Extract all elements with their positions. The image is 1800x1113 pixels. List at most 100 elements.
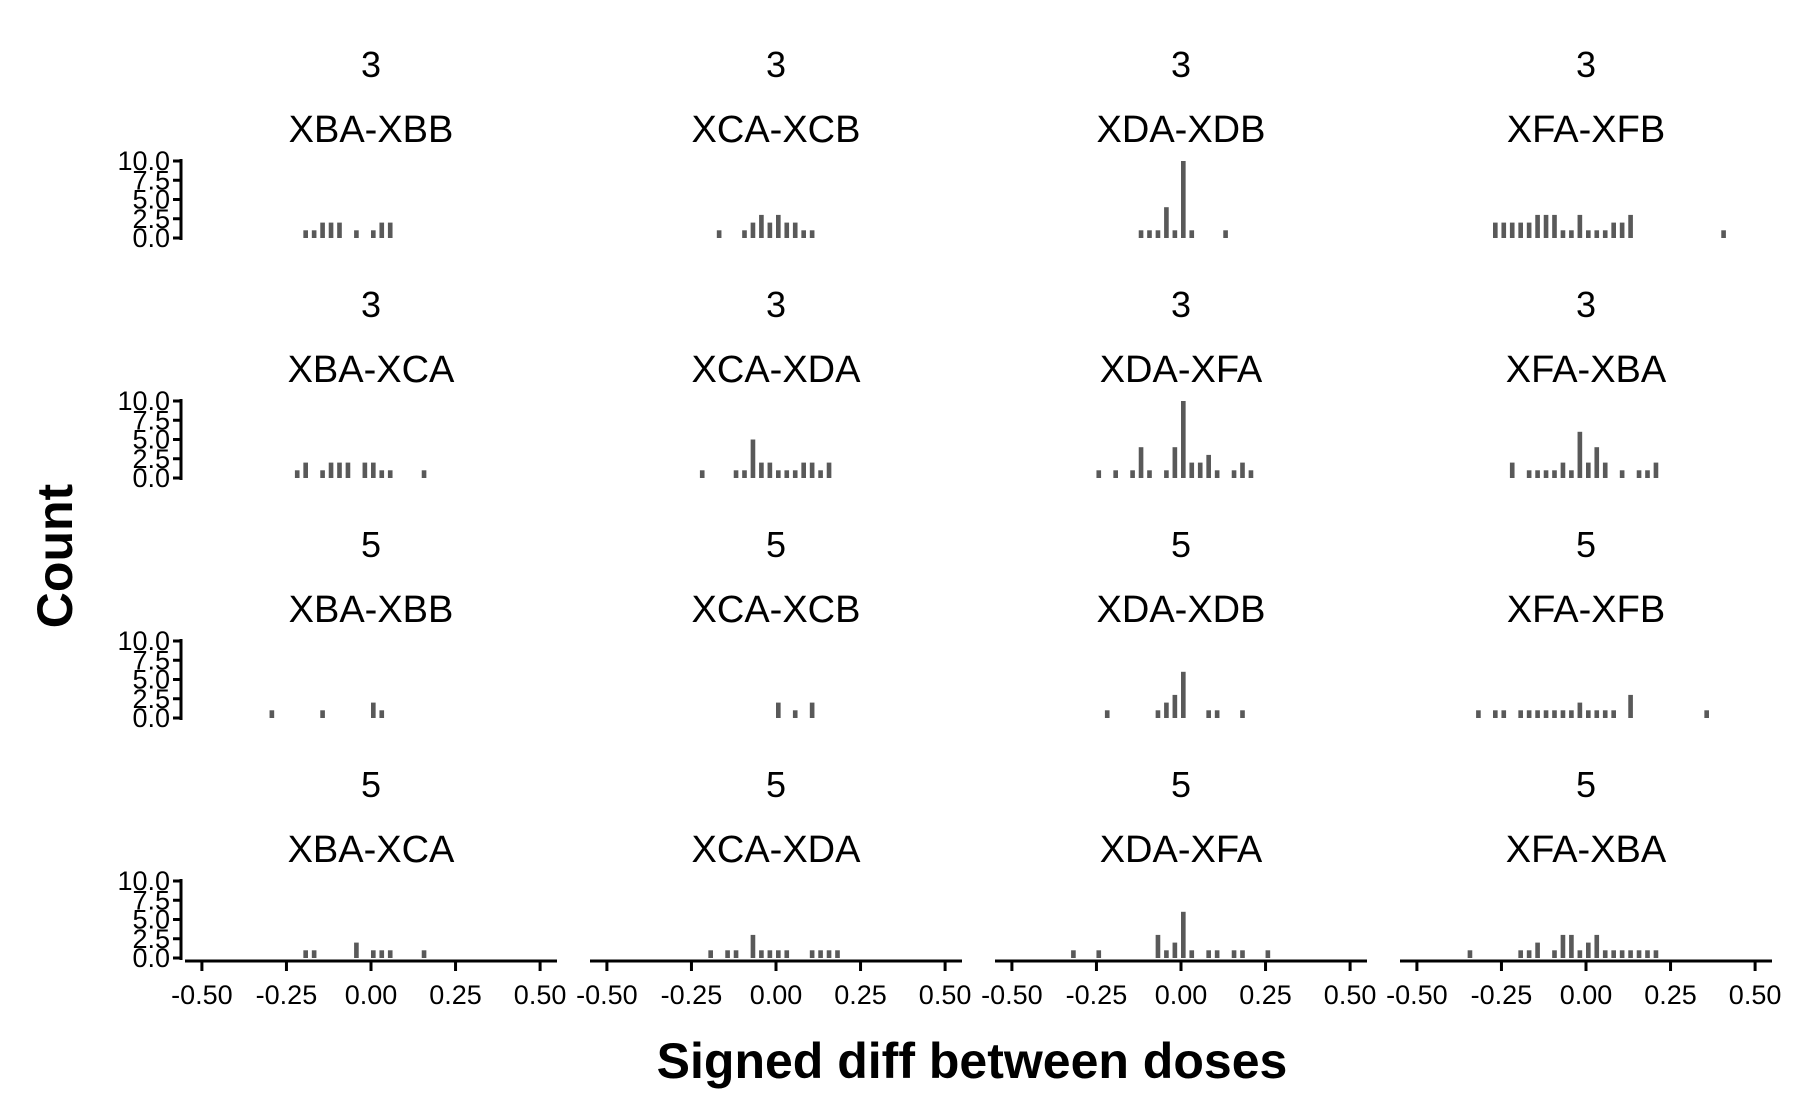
histogram-bar bbox=[371, 462, 376, 478]
histogram-bar bbox=[1535, 214, 1540, 238]
facet-dose-label: 5 bbox=[766, 524, 786, 565]
facet-dose-label: 3 bbox=[766, 44, 786, 85]
histogram-bar bbox=[1138, 230, 1144, 238]
histogram-bar bbox=[1501, 710, 1507, 718]
histogram-bar bbox=[1172, 230, 1178, 238]
facet-dose-label: 3 bbox=[361, 284, 381, 325]
histogram-bar bbox=[1602, 230, 1608, 238]
histogram-bar bbox=[1189, 230, 1195, 238]
facet-panels: 3XBA-XBB0.02.55.07.510.03XCA-XCB3XDA-XDB… bbox=[117, 44, 1781, 1010]
histogram-bar bbox=[792, 222, 798, 238]
histogram-bar bbox=[742, 230, 747, 238]
facet-comparison-label: XDA-XFA bbox=[1100, 829, 1263, 871]
x-tick-label: 0.50 bbox=[919, 980, 972, 1010]
y-tick-label: 5.0 bbox=[132, 905, 170, 935]
histogram-bar bbox=[1172, 942, 1178, 958]
histogram-bar bbox=[1619, 222, 1625, 238]
histogram-bar bbox=[387, 222, 393, 238]
facet-dose-label: 5 bbox=[766, 764, 786, 805]
x-tick-label: -0.50 bbox=[1386, 980, 1448, 1010]
histogram-bar bbox=[1535, 710, 1540, 718]
histogram-bar bbox=[1223, 230, 1228, 238]
histogram-bar bbox=[1611, 950, 1616, 958]
histogram-bar bbox=[1509, 462, 1515, 478]
histogram-bar bbox=[1619, 470, 1625, 478]
histogram-bar bbox=[1594, 710, 1600, 718]
histogram-bar bbox=[303, 230, 308, 238]
x-tick-label: 0.25 bbox=[834, 980, 887, 1010]
histogram-bar bbox=[1552, 470, 1557, 478]
histogram-bar bbox=[809, 230, 815, 238]
x-tick-label: -0.50 bbox=[576, 980, 638, 1010]
histogram-bar bbox=[750, 934, 756, 958]
histogram-bar bbox=[767, 222, 773, 238]
histogram-bar bbox=[1560, 230, 1566, 238]
histogram-bar bbox=[1526, 710, 1532, 718]
histogram-bar bbox=[1577, 950, 1583, 958]
histogram-bar bbox=[371, 230, 376, 238]
histogram-bar bbox=[1653, 950, 1659, 958]
histogram-bar bbox=[1189, 462, 1195, 478]
histogram-bar bbox=[1552, 950, 1557, 958]
histogram-bar bbox=[1206, 950, 1211, 958]
histogram-bar bbox=[1552, 214, 1557, 238]
x-tick-label: 0.00 bbox=[1155, 980, 1208, 1010]
histogram-bar bbox=[759, 950, 764, 958]
histogram-bar bbox=[1543, 470, 1549, 478]
histogram-bar bbox=[1602, 462, 1608, 478]
histogram-bar bbox=[826, 950, 832, 958]
facet-panel: 3 XDA-XFA bbox=[1096, 284, 1263, 478]
y-tick-label: 0.0 bbox=[132, 463, 170, 493]
histogram-bar bbox=[776, 214, 781, 238]
histogram-bar bbox=[1526, 470, 1532, 478]
facet-dose-label: 5 bbox=[1171, 764, 1191, 805]
facet-comparison-label: XBA-XBB bbox=[289, 109, 454, 151]
facet-panel: 5 XFA-XFB bbox=[1476, 524, 1709, 718]
histogram-bar bbox=[1569, 934, 1574, 958]
facet-comparison-label: XBA-XCA bbox=[288, 829, 455, 871]
facet-comparison-label: XFA-XFB bbox=[1507, 109, 1665, 151]
histogram-bar bbox=[1569, 710, 1574, 718]
facet-comparison-label: XBA-XBB bbox=[289, 589, 454, 631]
y-tick-label: 5.0 bbox=[132, 665, 170, 695]
histogram-bar bbox=[1155, 934, 1161, 958]
histogram-bar bbox=[1560, 934, 1566, 958]
histogram-bar bbox=[1189, 950, 1195, 958]
histogram-bar bbox=[725, 950, 730, 958]
x-axis-title: Signed diff between doses bbox=[657, 1033, 1288, 1089]
histogram-bar bbox=[776, 470, 781, 478]
x-tick-label: -0.25 bbox=[256, 980, 318, 1010]
histogram-bar bbox=[311, 950, 317, 958]
histogram-bar bbox=[1155, 710, 1161, 718]
histogram-bar bbox=[1476, 710, 1481, 718]
histogram-bar bbox=[1518, 710, 1523, 718]
histogram-bar bbox=[1594, 230, 1600, 238]
histogram-bar bbox=[1611, 222, 1616, 238]
facet-panel: 3 XBA-XCA 0.02.55.07.510.0 bbox=[117, 284, 455, 493]
histogram-bar bbox=[1214, 710, 1220, 718]
histogram-bar bbox=[1602, 950, 1608, 958]
histogram-bar bbox=[1636, 470, 1642, 478]
histogram-bar bbox=[708, 950, 713, 958]
histogram-bar bbox=[362, 462, 368, 478]
histogram-bar bbox=[1636, 950, 1642, 958]
facet-dose-label: 3 bbox=[1171, 44, 1191, 85]
facet-panel: 5 XDA-XFA -0.50 -0.25 0.00 0.25 0.50 bbox=[981, 764, 1376, 1010]
histogram-bar bbox=[1535, 470, 1540, 478]
histogram-bar bbox=[733, 470, 739, 478]
facet-panel: 3 XFA-XFB bbox=[1493, 44, 1726, 238]
histogram-bar bbox=[1138, 447, 1144, 478]
x-tick-label: 0.00 bbox=[750, 980, 803, 1010]
histogram-bar bbox=[1721, 230, 1726, 238]
facet-dose-label: 5 bbox=[361, 524, 381, 565]
histogram-bar bbox=[1467, 950, 1473, 958]
histogram-bar bbox=[1577, 431, 1583, 478]
histogram-bar bbox=[1214, 950, 1220, 958]
histogram-bar bbox=[1147, 470, 1152, 478]
histogram-bar bbox=[1147, 230, 1152, 238]
histogram-bar bbox=[759, 214, 764, 238]
facet-panel: 3 XCA-XCB bbox=[692, 44, 860, 238]
histogram-bar bbox=[1206, 710, 1211, 718]
facet-panel: 5 XBA-XCA 0.02.55.07.510.0 -0.50 -0.25 0.00 0.… bbox=[117, 764, 566, 1010]
facet-comparison-label: XCA-XDA bbox=[692, 829, 862, 871]
